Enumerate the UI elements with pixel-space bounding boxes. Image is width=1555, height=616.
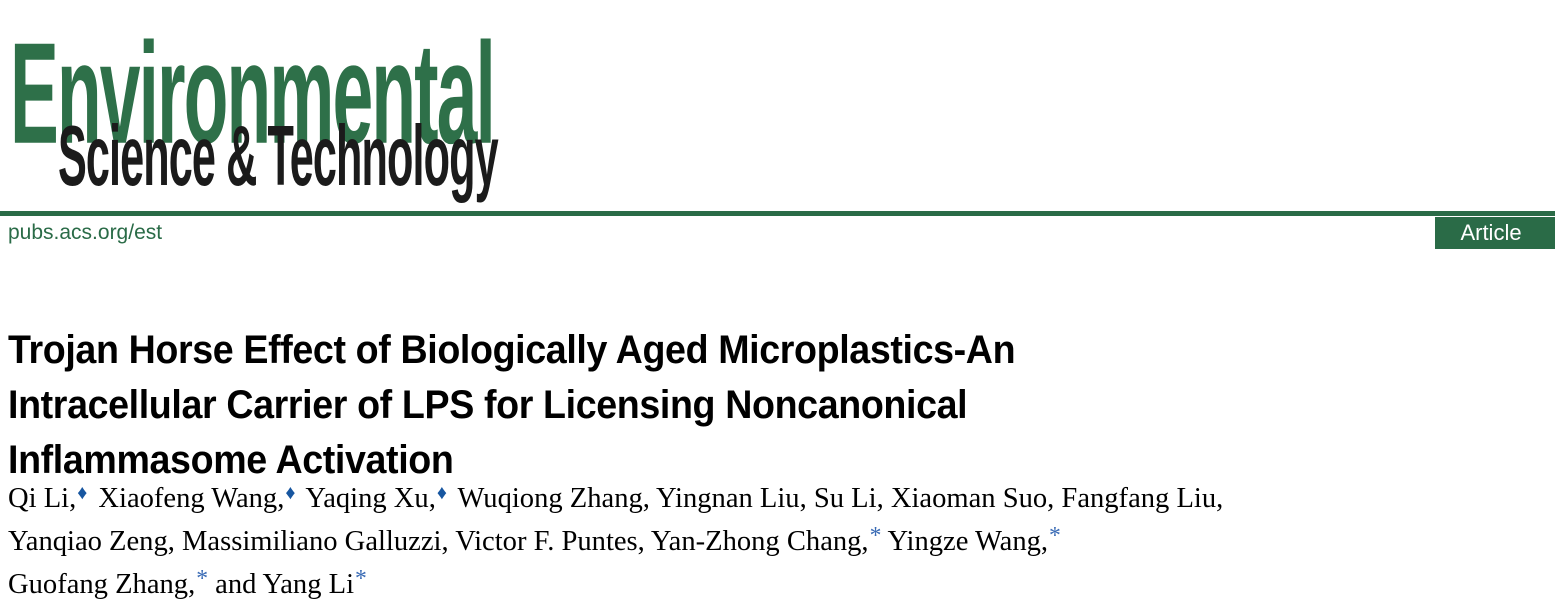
author-segment: Xiaofeng Wang, (91, 482, 285, 514)
article-type-badge: Article (1435, 217, 1555, 249)
article-title-line-2: Intracellular Carrier of LPS for Licensi… (8, 382, 968, 427)
journal-logo-line-science-technology: Science & Technology (58, 109, 499, 204)
corresponding-author-star-icon: * (1049, 523, 1061, 549)
equal-contribution-diamond-icon: ♦ (77, 482, 88, 504)
equal-contribution-diamond-icon: ♦ (436, 482, 447, 504)
author-list-line-3: Guofang Zhang,* and Yang Li* (8, 560, 1530, 603)
equal-contribution-diamond-icon: ♦ (285, 482, 296, 504)
publisher-url-link[interactable]: pubs.acs.org/est (8, 221, 163, 244)
author-segment: Yingze Wang, (881, 525, 1049, 557)
journal-logo-line-environmental: Environmental (10, 13, 496, 175)
corresponding-author-star-icon: * (869, 523, 882, 549)
article-title-line-1: Trojan Horse Effect of Biologically Aged… (8, 327, 1016, 372)
corresponding-author-star-icon: * (355, 566, 367, 592)
author-segment: Wuqiong Zhang, Yingnan Liu, Su Li, Xiaom… (450, 482, 1224, 514)
author-segment: Yaqing Xu, (299, 482, 436, 514)
journal-masthead-logo: Environmental Science & Technology (10, 22, 499, 199)
author-segment: Yanqiao Zeng, Massimiliano Galluzzi, Vic… (8, 525, 869, 557)
author-list-line-2: Yanqiao Zeng, Massimiliano Galluzzi, Vic… (8, 517, 1530, 560)
article-title: Trojan Horse Effect of Biologically Aged… (8, 323, 1408, 488)
author-segment: and Yang Li (208, 568, 355, 600)
author-segment: Guofang Zhang, (8, 568, 196, 600)
article-title-line-3: Inflammasome Activation (8, 437, 454, 482)
header-divider-rule (0, 211, 1555, 216)
author-list-line-1: Qi Li,♦ Xiaofeng Wang,♦ Yaqing Xu,♦ Wuqi… (8, 474, 1530, 517)
author-list: Qi Li,♦ Xiaofeng Wang,♦ Yaqing Xu,♦ Wuqi… (8, 474, 1553, 603)
author-segment: Qi Li, (8, 482, 77, 514)
corresponding-author-star-icon: * (196, 566, 209, 592)
